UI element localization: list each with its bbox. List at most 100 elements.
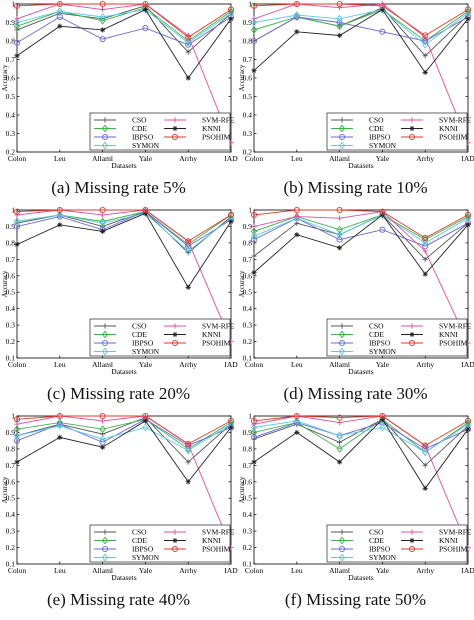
legend-label: IBPSO xyxy=(132,545,154,554)
data-point-knni xyxy=(228,424,234,431)
legend-box xyxy=(326,318,468,357)
y-tick-label: 0.8 xyxy=(243,444,253,453)
data-point-knni xyxy=(294,429,300,436)
series-line-ibpso xyxy=(253,422,469,450)
data-point-cde xyxy=(99,425,106,434)
data-point-psohim xyxy=(422,32,429,39)
series-line-knni xyxy=(16,9,232,79)
y-tick-label: 0.3 xyxy=(6,129,16,138)
y-tick-label: 0.9 xyxy=(243,18,253,27)
x-tick-label: Leu xyxy=(291,360,303,369)
series-psohim xyxy=(250,206,472,242)
series-line-knni xyxy=(16,420,232,483)
y-tick-label: 0.6 xyxy=(243,477,253,486)
x-tick-label: Yale xyxy=(376,154,390,163)
data-point-knni xyxy=(185,75,191,81)
data-point-psohim xyxy=(142,0,149,8)
data-point-psohim xyxy=(379,208,386,215)
legend-label: KNNI xyxy=(439,536,458,545)
data-point-ibpso xyxy=(379,226,386,233)
legend-marker xyxy=(171,545,179,553)
data-point-symon xyxy=(250,18,258,27)
y-tick-label: 0.8 xyxy=(243,37,253,46)
legend-label: CDE xyxy=(132,536,147,545)
y-tick-label: 0.7 xyxy=(6,255,16,264)
y-tick-label: 0.9 xyxy=(6,428,16,437)
data-point-cde xyxy=(13,22,21,31)
legend-label: KNNI xyxy=(202,124,221,133)
series-knni xyxy=(251,212,471,277)
data-point-knni xyxy=(294,29,300,35)
data-point-knni xyxy=(57,23,63,29)
chart-f: 0.1 0.2 0.3 0.4 0.5 0.6 0.7 0.8 0.9 1 Colon Leu Alla… xyxy=(238,412,474,583)
series-cso xyxy=(251,416,471,468)
data-point-symon xyxy=(336,431,343,440)
data-point-cde xyxy=(227,211,235,219)
data-point-symon xyxy=(293,417,300,425)
data-point-symon xyxy=(142,5,149,14)
legend-marker xyxy=(172,331,178,338)
series-knni xyxy=(14,210,234,290)
data-point-psohim xyxy=(336,0,343,8)
x-tick-label: Leu xyxy=(291,154,303,163)
x-axis-label: Datasets xyxy=(348,161,373,170)
legend-label: CSO xyxy=(132,322,147,331)
legend-item-cde: CDE xyxy=(331,124,384,133)
series-line-symon xyxy=(16,212,232,252)
x-tick-label: Arrhy xyxy=(416,154,434,163)
data-point-svm-rfe xyxy=(14,16,20,22)
legend-label: IBPSO xyxy=(132,339,154,348)
y-tick-label: 0.8 xyxy=(6,444,16,453)
data-point-knni xyxy=(100,444,106,450)
legend-marker xyxy=(101,133,109,141)
series-line-symon xyxy=(253,420,469,453)
data-point-cde xyxy=(250,227,258,236)
legend-label: IBPSO xyxy=(369,339,391,348)
legend-item-svm-rfe: SVM-RFE xyxy=(401,322,472,331)
x-tick-label: Allaml xyxy=(92,154,113,163)
legend-item-ibpso: IBPSO xyxy=(94,545,154,554)
x-tick-label: Leu xyxy=(54,360,66,369)
data-point-symon xyxy=(99,219,106,228)
data-point-knni xyxy=(251,68,257,74)
legend-marker xyxy=(339,117,345,123)
legend-marker xyxy=(101,545,109,553)
series-ibpso xyxy=(250,13,472,45)
legend-label: PSOHIM xyxy=(202,339,231,348)
data-point-psohim xyxy=(293,412,300,420)
x-tick-label: Leu xyxy=(291,566,303,575)
legend-marker xyxy=(408,545,416,553)
y-tick-label: 1 xyxy=(11,412,15,421)
x-tick-label: IAD xyxy=(461,360,474,369)
legend-marker xyxy=(172,125,178,132)
legend-label: CSO xyxy=(369,528,384,537)
data-point-psohim xyxy=(13,416,21,423)
data-point-psohim xyxy=(185,238,192,245)
data-point-ibpso xyxy=(13,437,21,444)
data-point-ibpso xyxy=(56,421,63,428)
legend-item-cde: CDE xyxy=(94,536,147,545)
y-tick-label: 0.2 xyxy=(243,543,253,552)
data-point-knni xyxy=(379,416,385,422)
data-point-knni xyxy=(251,459,257,465)
caption-e: (e) Missing rate 40% xyxy=(46,590,191,609)
legend-label: PSOHIM xyxy=(439,133,468,142)
data-point-psohim xyxy=(336,414,343,421)
data-point-psohim xyxy=(464,417,472,424)
data-point-psohim xyxy=(227,211,235,218)
series-cde xyxy=(250,415,472,457)
y-tick-label: 0.3 xyxy=(243,527,253,536)
data-point-psohim xyxy=(227,417,235,424)
legend-item-cso: CSO xyxy=(94,528,147,537)
series-line-ibpso xyxy=(253,217,469,247)
x-tick-label: Arrhy xyxy=(416,566,434,575)
series-line-knni xyxy=(253,8,469,74)
legend-item-svm-rfe: SVM-RFE xyxy=(401,528,472,537)
legend-item-psohim: PSOHIM xyxy=(401,339,468,348)
legend-item-knni: KNNI xyxy=(401,330,458,339)
y-tick-label: 0.5 xyxy=(243,92,253,101)
legend-label: KNNI xyxy=(439,124,458,133)
data-point-symon xyxy=(336,230,343,239)
legend-item-psohim: PSOHIM xyxy=(164,545,231,554)
